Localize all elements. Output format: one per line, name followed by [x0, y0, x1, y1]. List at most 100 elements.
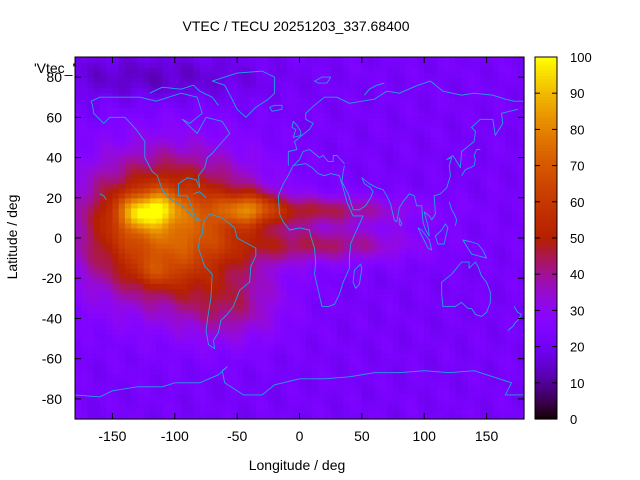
- heatmap-cell: [199, 303, 207, 309]
- heatmap-cell: [467, 87, 475, 93]
- heatmap-cell: [318, 398, 326, 405]
- heatmap-cell: [268, 147, 276, 154]
- heatmap-cell: [374, 363, 382, 370]
- heatmap-cell: [230, 77, 238, 83]
- heatmap-cell: [405, 258, 413, 264]
- heatmap-cell: [118, 403, 126, 410]
- heatmap-cell: [299, 182, 307, 189]
- heatmap-cell: [368, 323, 375, 330]
- heatmap-cell: [143, 338, 151, 345]
- heatmap-cell: [380, 408, 388, 415]
- heatmap-cell: [224, 363, 232, 370]
- heatmap-cell: [430, 177, 438, 184]
- heatmap-cell: [380, 238, 388, 244]
- heatmap-cell: [224, 268, 232, 274]
- heatmap-cell: [461, 253, 469, 259]
- heatmap-cell: [486, 368, 494, 375]
- heatmap-cell: [287, 383, 294, 390]
- heatmap-cell: [480, 393, 488, 400]
- heatmap-cell: [467, 92, 475, 98]
- heatmap-cell: [486, 308, 494, 315]
- heatmap-cell: [287, 162, 294, 169]
- heatmap-cell: [168, 388, 176, 395]
- heatmap-cell: [75, 117, 82, 123]
- heatmap-cell: [218, 122, 226, 128]
- heatmap-cell: [174, 197, 182, 204]
- heatmap-cell: [149, 368, 157, 375]
- heatmap-cell: [368, 273, 375, 279]
- heatmap-cell: [405, 147, 413, 154]
- heatmap-cell: [424, 152, 432, 159]
- heatmap-cell: [492, 363, 500, 370]
- heatmap-cell: [81, 248, 89, 254]
- heatmap-cell: [199, 253, 207, 259]
- heatmap-cell: [374, 197, 382, 204]
- heatmap-cell: [124, 182, 132, 189]
- heatmap-cell: [499, 177, 506, 184]
- heatmap-cell: [87, 338, 95, 345]
- heatmap-cell: [517, 413, 525, 420]
- heatmap-cell: [442, 243, 450, 249]
- heatmap-cell: [505, 187, 513, 194]
- heatmap-cell: [280, 273, 288, 279]
- heatmap-cell: [106, 142, 114, 149]
- heatmap-cell: [168, 187, 176, 194]
- heatmap-cell: [249, 212, 257, 219]
- heatmap-cell: [187, 323, 195, 330]
- heatmap-cell: [174, 77, 182, 83]
- heatmap-cell: [517, 293, 525, 299]
- heatmap-cell: [411, 167, 419, 174]
- heatmap-cell: [417, 343, 425, 350]
- heatmap-cell: [393, 197, 400, 204]
- heatmap-cell: [399, 117, 407, 123]
- heatmap-cell: [230, 137, 238, 144]
- heatmap-cell: [430, 303, 438, 309]
- heatmap-cell: [181, 127, 188, 134]
- heatmap-cell: [492, 403, 500, 410]
- heatmap-cell: [81, 112, 89, 118]
- heatmap-cell: [237, 102, 244, 108]
- heatmap-cell: [480, 338, 488, 345]
- heatmap-cell: [199, 288, 207, 294]
- heatmap-cell: [124, 207, 132, 214]
- heatmap-cell: [149, 207, 157, 214]
- heatmap-cell: [249, 97, 257, 103]
- heatmap-cell: [492, 348, 500, 355]
- heatmap-cell: [237, 177, 244, 184]
- heatmap-cell: [268, 308, 276, 315]
- heatmap-cell: [118, 333, 126, 340]
- heatmap-cell: [442, 298, 450, 304]
- heatmap-cell: [511, 283, 519, 289]
- heatmap-cell: [449, 137, 457, 144]
- heatmap-cell: [93, 388, 101, 395]
- heatmap-cell: [118, 363, 126, 370]
- heatmap-cell: [106, 232, 114, 239]
- heatmap-cell: [93, 187, 101, 194]
- heatmap-cell: [249, 393, 257, 400]
- heatmap-cell: [118, 393, 126, 400]
- heatmap-cell: [187, 413, 195, 420]
- heatmap-cell: [237, 288, 244, 294]
- heatmap-cell: [268, 102, 276, 108]
- heatmap-cell: [255, 92, 263, 98]
- heatmap-cell: [168, 393, 176, 400]
- heatmap-cell: [430, 182, 438, 189]
- heatmap-cell: [124, 82, 132, 88]
- heatmap-cell: [324, 328, 332, 335]
- heatmap-cell: [268, 283, 276, 289]
- heatmap-cell: [361, 253, 369, 259]
- heatmap-cell: [411, 253, 419, 259]
- heatmap-cell: [212, 72, 220, 78]
- heatmap-cell: [181, 353, 188, 360]
- heatmap-cell: [511, 258, 519, 264]
- heatmap-cell: [212, 313, 220, 320]
- heatmap-cell: [386, 248, 394, 254]
- heatmap-cell: [162, 132, 170, 139]
- heatmap-cell: [492, 333, 500, 340]
- heatmap-cell: [492, 393, 500, 400]
- heatmap-cell: [311, 308, 319, 315]
- heatmap-cell: [81, 328, 89, 335]
- heatmap-cell: [237, 72, 244, 78]
- heatmap-cell: [156, 127, 163, 134]
- heatmap-cell: [511, 232, 519, 239]
